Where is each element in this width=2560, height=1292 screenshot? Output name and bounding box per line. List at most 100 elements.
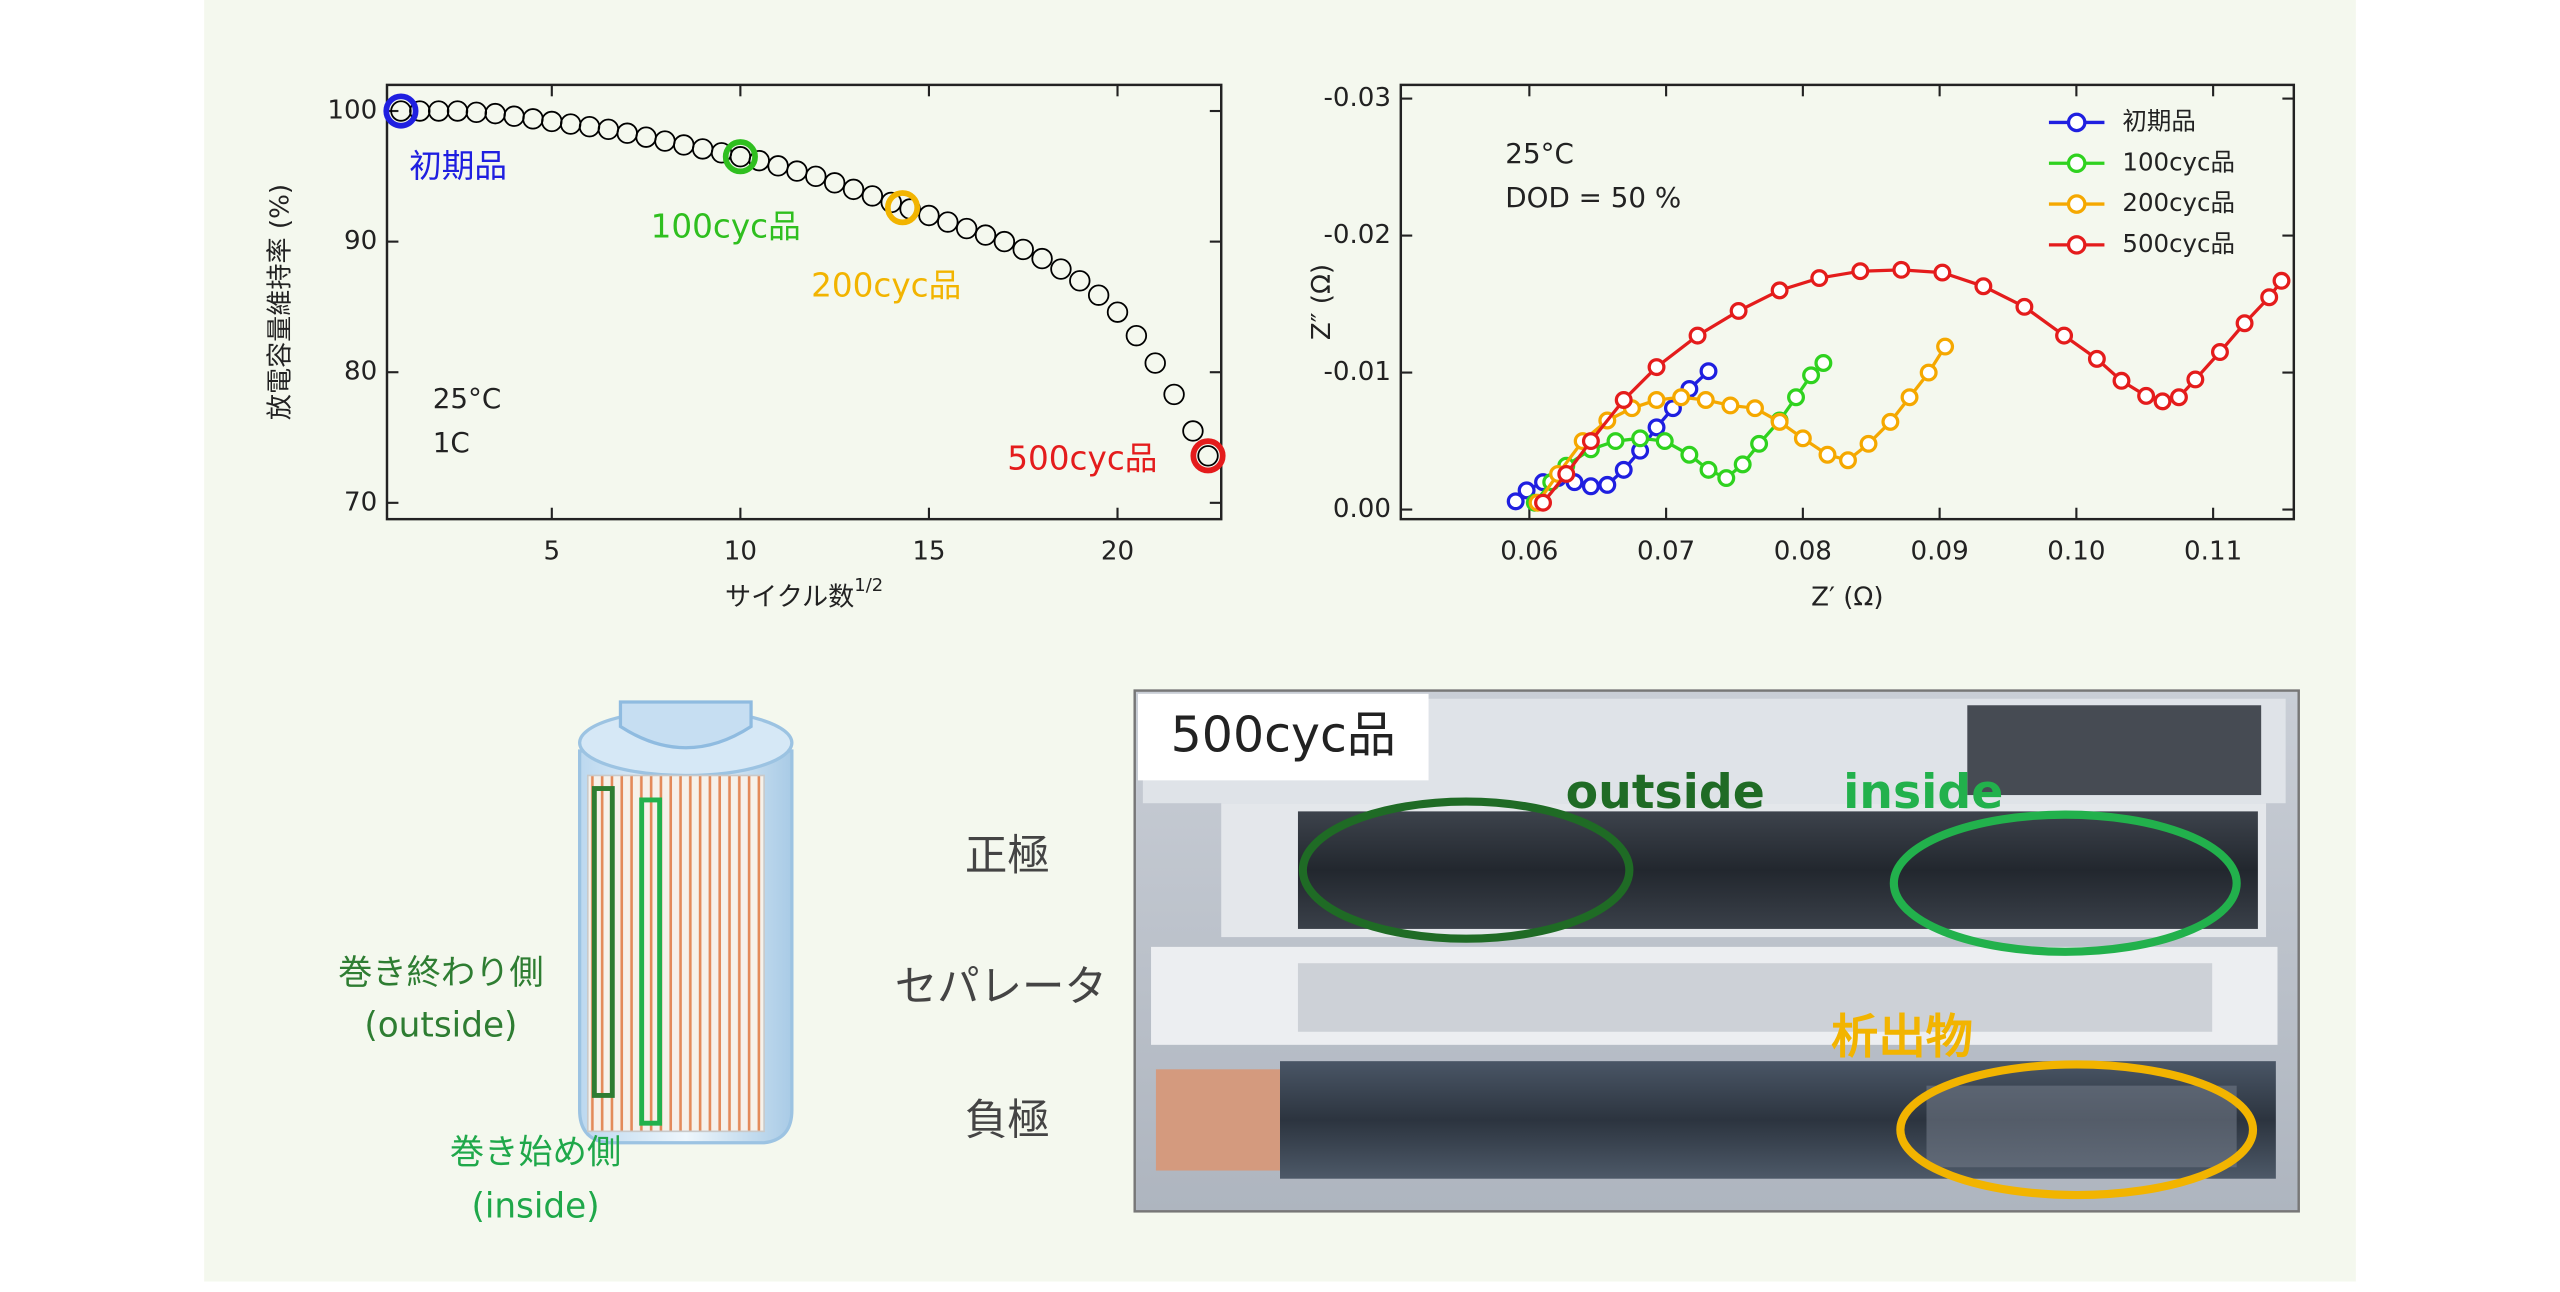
- highlight-point: [884, 190, 921, 226]
- data-point: [1182, 420, 1204, 442]
- data-point: [2186, 370, 2205, 389]
- outside-label: 巻き終わり側: [338, 953, 544, 993]
- data-point: [1746, 399, 1764, 418]
- data-point: [1144, 352, 1166, 374]
- y-axis-label: 放電容量維持率 (%): [265, 184, 295, 420]
- highlight-point: [383, 93, 419, 129]
- row-label: 負極: [965, 1097, 1050, 1146]
- data-point: [1851, 262, 1870, 281]
- x-tick-label: 0.08: [1774, 536, 1832, 566]
- data-point: [1647, 358, 1666, 377]
- data-point: [1106, 301, 1129, 323]
- data-point: [1688, 326, 1707, 345]
- photo-sheet: [1967, 705, 2262, 796]
- inside-marker: [639, 797, 663, 1126]
- copper-foil: [1155, 1069, 1284, 1171]
- plot-frame: [385, 83, 1223, 521]
- data-point: [1770, 412, 1789, 431]
- x-tick-label: 0.11: [2184, 536, 2242, 566]
- data-point: [1881, 412, 1900, 431]
- x-axis-label: サイクル数1/2: [725, 575, 883, 612]
- data-point: [1919, 363, 1938, 382]
- data-point: [2087, 349, 2106, 368]
- annotation: DOD = 50 %: [1505, 181, 1681, 214]
- data-point: [1672, 388, 1691, 407]
- data-point: [1517, 481, 1536, 500]
- positive-electrode: [1297, 811, 2258, 929]
- legend-label: 200cyc品: [2122, 188, 2235, 217]
- data-point: [805, 165, 827, 188]
- outside-marker: [591, 786, 615, 1098]
- data-point: [823, 172, 846, 194]
- highlight-point: [1190, 438, 1226, 474]
- y-tick-label: 70: [344, 487, 377, 517]
- data-point: [1699, 362, 1718, 381]
- data-point: [2210, 343, 2229, 362]
- y-axis-label: Z″ (Ω): [1307, 264, 1337, 340]
- data-point: [955, 217, 978, 240]
- data-point: [1163, 383, 1185, 406]
- chart: 0.06 0.07 0.08 0.09 0.10 0.11 -0.03 -0.02 -0.01 0…: [1307, 83, 2296, 612]
- data-point: [2169, 388, 2188, 407]
- photo: 500cyc品 outside inside 析出物: [1133, 689, 2300, 1213]
- photo-title-box: [1137, 693, 1429, 781]
- data-point: [1750, 434, 1769, 453]
- data-point: [1557, 464, 1576, 483]
- data-point: [1631, 429, 1650, 448]
- x-axis-label: サイクル数: [725, 582, 854, 612]
- inside-ellipse: [1889, 810, 2241, 956]
- y-tick-label: 0.00: [1333, 494, 1391, 524]
- data-point: [1031, 247, 1053, 270]
- highlight-point: [722, 139, 758, 175]
- outside-label: (outside): [364, 1005, 517, 1045]
- point-label: 500cyc品: [1007, 440, 1157, 478]
- deposit-area: [1926, 1085, 2237, 1168]
- data-point: [1534, 493, 1553, 512]
- legend-label: 100cyc品: [2122, 147, 2235, 176]
- x-tick-label: 0.10: [2047, 536, 2105, 566]
- data-point: [1506, 492, 1525, 511]
- data-point: [1125, 324, 1148, 347]
- data-point: [1770, 281, 1789, 300]
- deposit-ellipse: [1896, 1060, 2258, 1200]
- y-tick-label: 80: [344, 357, 377, 387]
- data-point: [1839, 451, 1857, 470]
- photo-title: 500cyc品: [1171, 706, 1396, 763]
- plot-frame: [1399, 83, 2296, 521]
- data-point: [1936, 337, 1955, 356]
- cell-illustration: 巻き終わり側 (outside) 巻き始め側 (inside): [338, 700, 794, 1227]
- data-point: [1900, 388, 1919, 407]
- x-tick-label: 20: [1101, 536, 1134, 566]
- data-point: [1197, 445, 1219, 467]
- data-point: [1647, 390, 1666, 409]
- data-point: [937, 211, 959, 233]
- data-point: [2260, 288, 2279, 307]
- chart: 5 10 15 20 70 80 90 100 放電容量維持率 (%) サイクル数1/2 25°C 1…: [265, 83, 1226, 612]
- data-point: [1699, 460, 1718, 479]
- x-tick-label: 5: [543, 536, 560, 566]
- data-point: [1069, 270, 1091, 292]
- data-point: [1655, 432, 1674, 451]
- data-point: [2137, 386, 2156, 405]
- x-tick-label: 15: [912, 536, 945, 566]
- y-tick-label: 90: [344, 226, 377, 256]
- cell-winding: [586, 774, 765, 1133]
- data-point: [2272, 271, 2291, 290]
- data-point: [1087, 284, 1110, 306]
- data-point: [1802, 366, 1821, 385]
- cell-terminal: [618, 700, 753, 750]
- data-point: [1859, 434, 1878, 453]
- legend-marker: [2066, 153, 2087, 174]
- deposit-text: 析出物: [1831, 1010, 1973, 1065]
- x-tick-label: 0.06: [1500, 536, 1558, 566]
- data-point: [1614, 460, 1633, 479]
- data-point: [1614, 390, 1633, 409]
- annotation: 1C: [433, 426, 470, 459]
- row-label: セパレータ: [895, 963, 1107, 1012]
- annotation: 25°C: [1505, 137, 1574, 170]
- data-point: [1581, 477, 1600, 496]
- separator-stain: [1297, 963, 2213, 1032]
- x-axis-label: Z′ (Ω): [1811, 582, 1883, 612]
- data-point: [1892, 260, 1911, 279]
